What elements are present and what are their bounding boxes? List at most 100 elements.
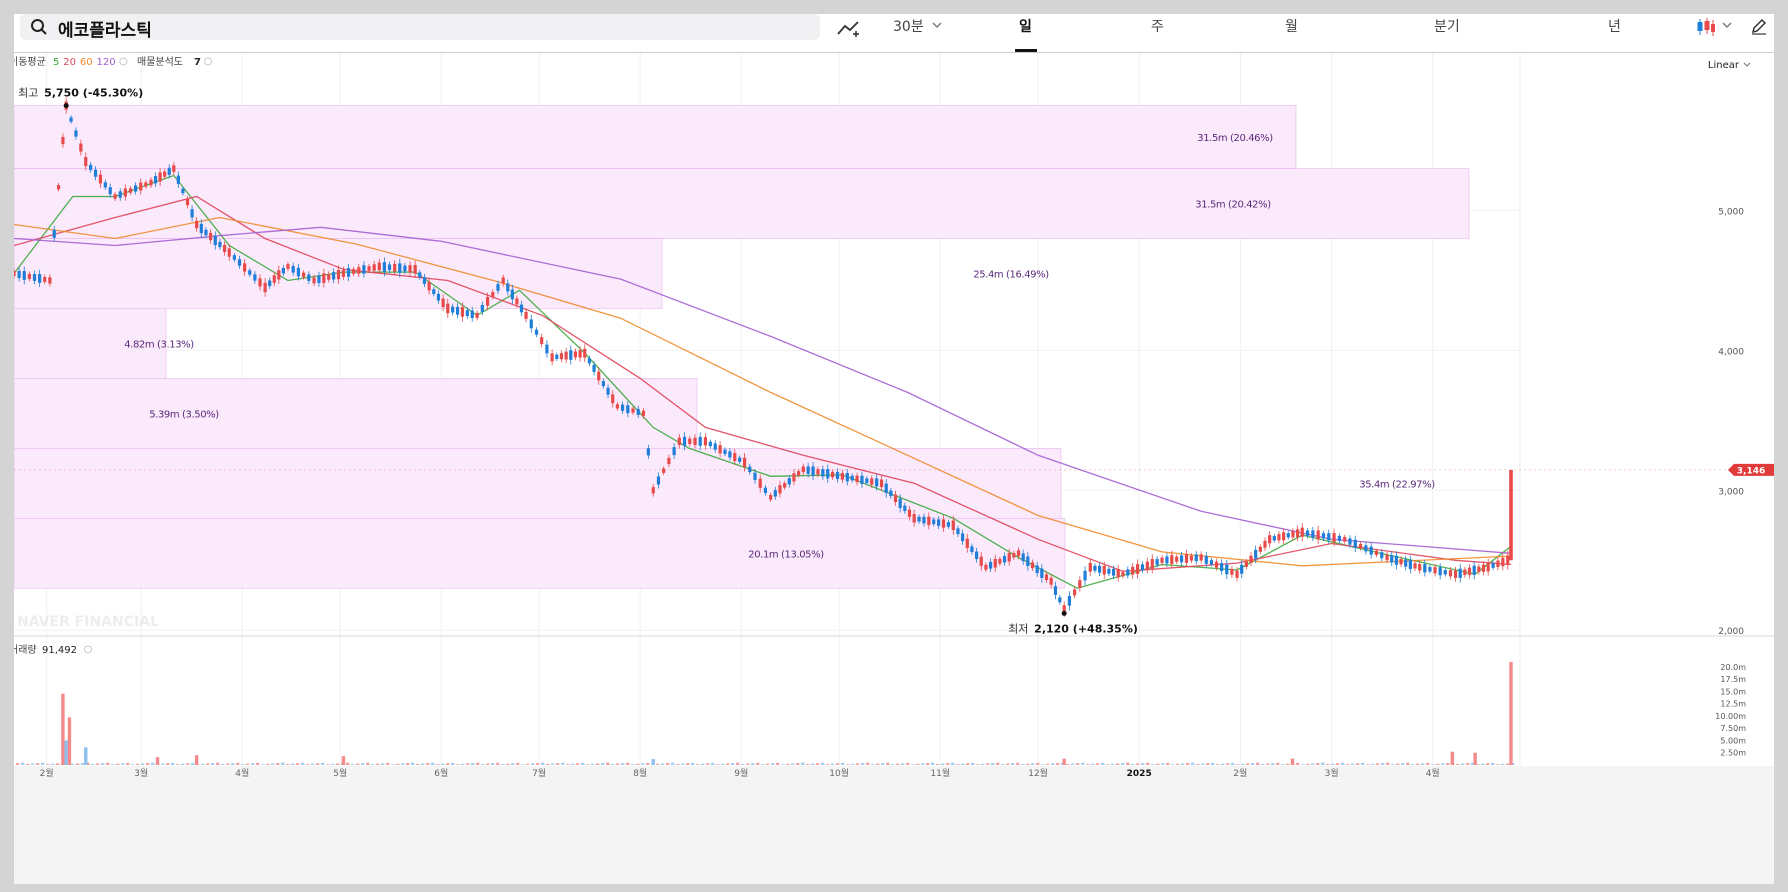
interval-dropdown[interactable]: 30분 [893,19,924,35]
volume-bar [1206,763,1210,765]
pencil-icon[interactable] [1750,17,1768,35]
volume-bar [936,763,940,765]
candle-body [1501,557,1505,567]
volume-bar [1471,762,1475,765]
tab-month[interactable]: 월 [1285,19,1298,35]
volume-bar [501,764,505,765]
candle-body [641,410,646,417]
volume-bar [186,763,190,765]
candle-body [631,408,635,413]
volume-bar [236,762,240,765]
volume-bar [246,763,250,765]
stock-name[interactable]: 에코플라스틱 [58,21,152,41]
candle-body [1088,562,1092,572]
candle-body [1277,534,1281,541]
volume-bar [106,762,110,765]
candle-body [713,443,717,450]
tab-week[interactable]: 주 [1151,19,1164,35]
volume-bar [1466,763,1470,765]
candle-body [1423,564,1427,573]
volume-bar [846,764,850,765]
low-label: 최저 [1008,622,1028,635]
candle-body [218,241,222,248]
volume-bar [1311,763,1315,765]
candle-body [1102,565,1106,575]
chevron-down-icon[interactable] [932,21,942,29]
volume-bar [496,762,500,765]
volume-bar [876,763,880,765]
search-icon[interactable] [30,18,48,36]
search-bar[interactable]: 에코플라스틱 [20,14,820,41]
volume-bar [611,763,615,765]
time-tick-label: 12월 [1028,767,1048,779]
candle-body [620,404,625,411]
draw-trend-icon[interactable] [836,18,862,38]
volume-bar [671,762,675,765]
candle-body [840,473,845,480]
candle-body [181,188,185,194]
candle-body [98,174,103,184]
tab-year[interactable]: 년 [1608,19,1621,35]
chart-area: 31.5m (20.46%) 31.5m (20.42%) 25.4m (16.49… [9,53,1774,884]
volume-tick-label: 7.50m [1720,724,1746,733]
candle-body [912,514,916,523]
candle-body [413,264,417,274]
volume-bar [61,693,65,765]
candle-body [108,187,112,195]
tab-quarter[interactable]: 분기 [1434,19,1460,35]
chevron-down-icon[interactable] [1722,21,1732,29]
volume-bar [1131,763,1135,765]
volume-bar [1286,763,1290,765]
volume-tick-label: 2.50m [1720,749,1746,758]
candle-body [470,310,474,319]
candle-body [1002,555,1007,563]
volume-bar [461,763,465,765]
volume-bar [181,763,185,765]
volume-bar [1366,764,1370,765]
volume-bar [1446,763,1450,765]
candle-body [515,298,519,305]
candle-body [268,280,272,287]
volume-bar [311,763,315,765]
candle-body [1316,530,1320,540]
candle-body [204,229,208,236]
candle-body [118,191,122,198]
candle-body [753,472,757,480]
candle-body [317,275,321,284]
candle-body [1428,567,1432,572]
candle-body [139,182,143,191]
tab-day[interactable]: 일 [1019,19,1032,35]
time-tick-label: 2월 [40,767,54,779]
candle-body [907,509,912,517]
candle-body [403,265,407,272]
candle-body [870,478,874,485]
candle-body [1296,529,1300,538]
candle-body [1453,570,1458,578]
volume-bar [1151,764,1155,765]
volume-bar [1186,763,1190,765]
volume-bar [701,763,705,765]
candle-body [1399,558,1403,565]
candle-body [61,136,65,145]
candle-body [232,255,236,260]
candle-body [592,364,596,372]
volume-bar [651,759,655,765]
candle-body [1408,559,1412,569]
candle-body [927,516,931,526]
volume-bar [1296,762,1300,765]
volume-bar [621,763,625,765]
candle-body [682,436,687,446]
candle-body [322,273,326,283]
candle-body [1509,469,1513,561]
volume-bar [256,762,260,765]
candle-body [718,445,722,454]
candle-body [662,468,666,473]
volume-bar [396,763,400,765]
candle-body [555,354,559,359]
candle-body [69,117,73,122]
price-chart[interactable]: 31.5m (20.46%) 31.5m (20.42%) 25.4m (16.49… [9,53,1774,884]
volume-profile-label: 20.1m (13.05%) [748,549,824,560]
candle-type-icon[interactable] [1695,17,1717,37]
volume-bar [1051,763,1055,765]
volume-bar [1361,762,1365,765]
